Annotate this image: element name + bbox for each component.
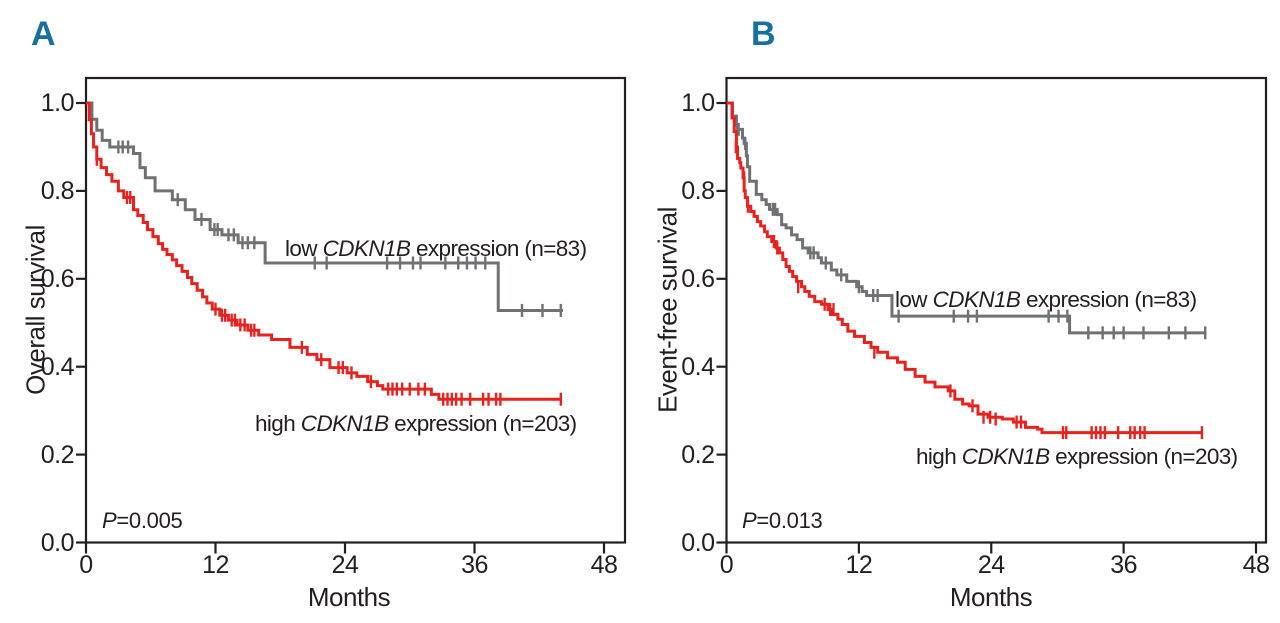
panel-b-y-tick-label: 0.2 [681,440,715,469]
panel-a-p-value: P=0.005 [102,508,183,534]
panel-b-legend-high-suffix: expression (n=203) [1049,444,1238,469]
panel-b-legend-high-gene: CDKN1B [961,444,1050,469]
panel-b-legend-high-prefix: high [916,444,962,469]
panel-a-x-axis-title: Months [307,582,391,612]
panel-b-legend-low-prefix: low [895,287,933,312]
panel-b-legend-low-suffix: expression (n=83) [1020,287,1197,312]
panel-a-legend-high-suffix: expression (n=203) [388,411,577,436]
panel-a-legend-low-gene: CDKN1B [322,236,411,261]
panel-b-x-tick-label: 36 [1110,551,1138,579]
panel-b-letter: B [751,15,776,53]
panel-a-plot-frame [84,76,627,544]
panel-a-letter: A [31,15,56,53]
panel-b-y-axis-title: Event-free survival [652,207,683,413]
panel-a-legend-high-prefix: high [255,411,301,436]
panel-b-plot-frame [725,76,1268,544]
panel-a-x-tick-label: 12 [202,551,229,579]
panel-a-legend-low-suffix: expression (n=83) [410,236,587,261]
panel-a-km-curve-low [86,101,563,312]
panel-a-p-symbol: P [102,508,117,533]
panel-b-x-tick-label: 12 [845,551,873,579]
panel-b-y-tick-label: 0.8 [681,176,715,205]
panel-a-x-tick-label: 0 [79,551,93,579]
panel-a-x-tick-label: 48 [590,551,618,579]
panel-a-y-tick-label: 0.4 [40,352,75,381]
panel-a-x-tick-label: 24 [331,551,359,579]
panel-b-y-tick-label: 1.0 [681,89,715,117]
panel-a-y-tick-label: 0.0 [40,528,75,557]
panel-b-p-value: P=0.013 [742,508,823,534]
panel-b-p-symbol: P [742,508,757,533]
panel-b-x-tick-label: 24 [977,551,1005,579]
panel-b-km-curve-high [726,101,1204,435]
panel-a-p-number: =0.005 [116,508,183,533]
panel-b-p-number: =0.013 [756,508,823,533]
panel-a-x-tick-label: 36 [461,551,488,579]
panel-b-y-tick-label: 0.6 [681,264,715,293]
panel-b-legend-low: low CDKN1B expression (n=83) [895,287,1197,313]
panel-a-legend-high: high CDKN1B expression (n=203) [255,411,577,437]
panel-a-y-tick-label: 0.8 [40,176,75,205]
panel-a-y-tick-label: 0.2 [40,440,75,469]
panel-a-legend-low: low CDKN1B expression (n=83) [285,236,587,262]
panel-a-y-tick-label: 1.0 [40,89,75,117]
panel-a-y-axis-title: Overall survival [20,225,51,395]
panel-b-x-tick-label: 48 [1242,551,1270,579]
panel-a-legend-low-prefix: low [285,236,323,261]
panel-b-y-tick-label: 0.0 [681,528,715,557]
panel-a-legend-high-gene: CDKN1B [300,411,389,436]
panel-b-x-axis-title: Months [949,582,1033,612]
panel-b-y-tick-label: 0.4 [681,352,715,381]
panel-a-y-tick-label: 0.6 [40,264,75,293]
panel-b-x-tick-label: 0 [719,551,734,579]
panel-b-legend-low-gene: CDKN1B [932,287,1021,312]
panel-b-legend-high: high CDKN1B expression (n=203) [916,444,1238,470]
